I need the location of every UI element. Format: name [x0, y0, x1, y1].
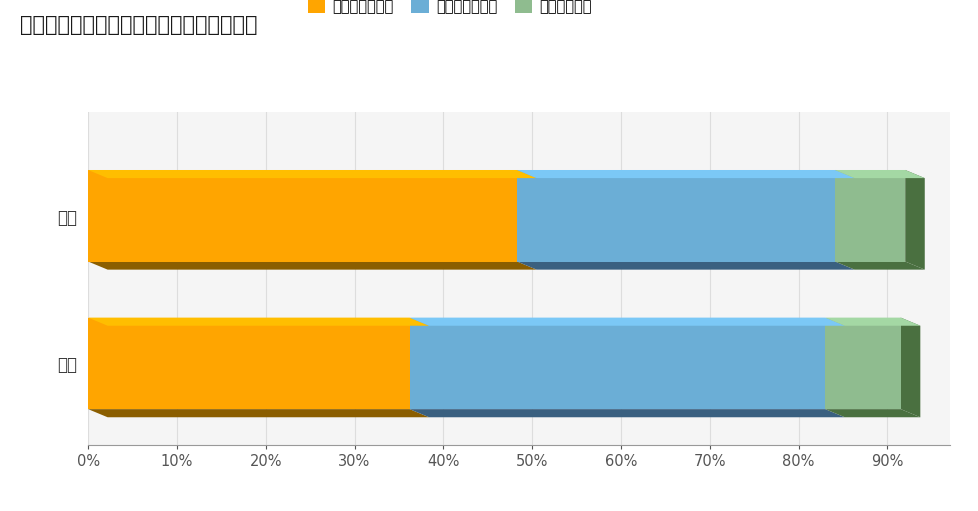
- Polygon shape: [88, 318, 409, 409]
- Polygon shape: [834, 170, 924, 178]
- Polygon shape: [834, 170, 905, 262]
- Polygon shape: [88, 318, 428, 326]
- Text: 【男女別】直近の転職における年収の増減: 【男女別】直近の転職における年収の増減: [20, 15, 257, 35]
- Polygon shape: [905, 170, 924, 270]
- Polygon shape: [824, 318, 919, 326]
- Legend: 年収が上がった, 年収が下がった, 年収変動なし: 年収が上がった, 年収が下がった, 年収変動なし: [301, 0, 598, 20]
- Polygon shape: [824, 318, 900, 409]
- Polygon shape: [88, 409, 428, 417]
- Polygon shape: [88, 262, 536, 270]
- Polygon shape: [516, 170, 834, 262]
- Polygon shape: [834, 262, 924, 270]
- Polygon shape: [88, 170, 536, 178]
- Polygon shape: [409, 318, 824, 409]
- Polygon shape: [900, 318, 919, 417]
- Polygon shape: [88, 170, 516, 262]
- Polygon shape: [516, 262, 854, 270]
- Polygon shape: [409, 318, 844, 326]
- Polygon shape: [516, 170, 854, 178]
- Polygon shape: [824, 409, 919, 417]
- Polygon shape: [409, 409, 844, 417]
